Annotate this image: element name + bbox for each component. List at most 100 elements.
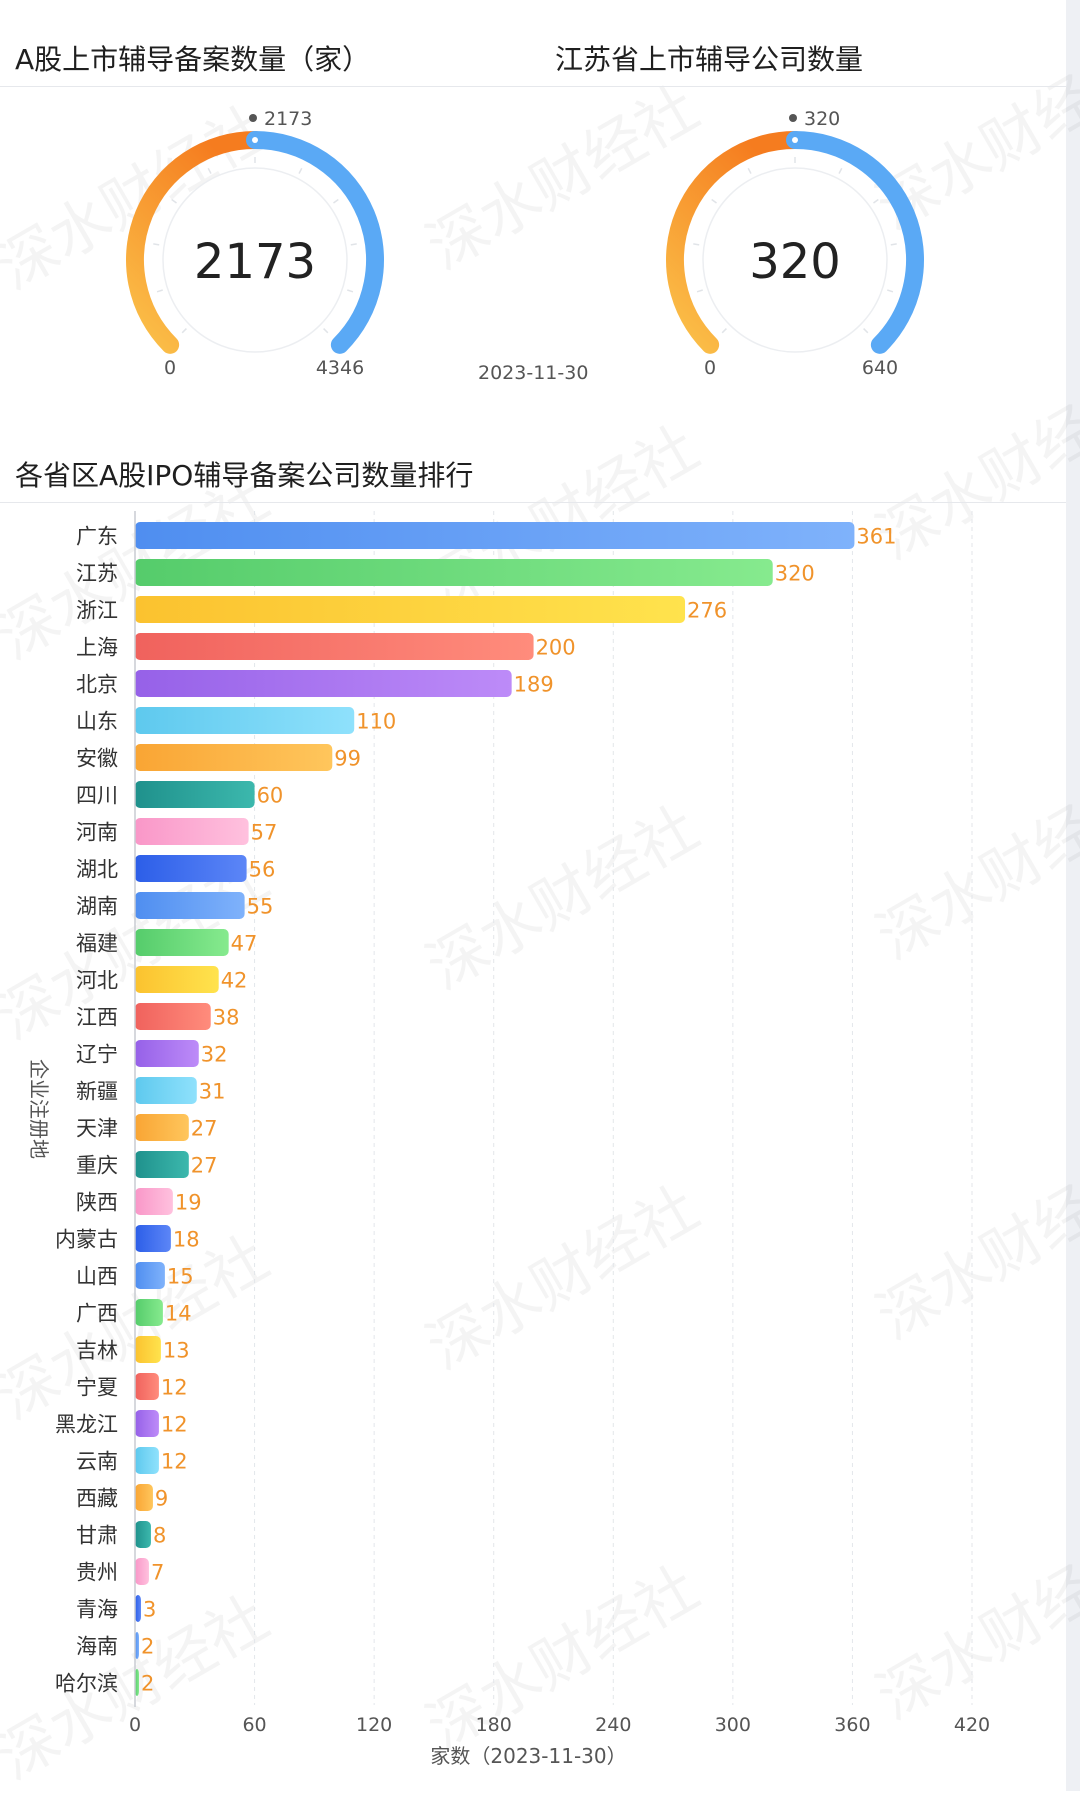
- x-tick-label: 240: [595, 1714, 631, 1736]
- gauge-min-label: 0: [164, 357, 176, 379]
- value-label: 32: [201, 1043, 228, 1067]
- value-label: 38: [213, 1006, 240, 1030]
- gauge-tick: [153, 243, 160, 246]
- gauge-progress-arc: [126, 131, 264, 354]
- value-label: 15: [167, 1265, 194, 1289]
- grid-lines: [254, 511, 973, 1705]
- gauge-2-title: 江苏省上市辅导公司数量: [555, 43, 864, 76]
- bar: [135, 707, 355, 734]
- x-tick-label: 360: [834, 1714, 870, 1736]
- gauge-tick: [890, 243, 897, 246]
- bar: [135, 1077, 197, 1104]
- category-label: 福建: [76, 932, 118, 956]
- gauge-legend-value: 2173: [264, 108, 312, 130]
- value-label: 12: [161, 1413, 188, 1437]
- gauge-remaining-arc: [786, 131, 924, 354]
- category-label: 河南: [76, 821, 118, 845]
- gauges: 2173 2173 0 4346 320 320 0 640: [126, 108, 924, 379]
- category-label: 上海: [76, 636, 118, 660]
- category-label: 内蒙古: [55, 1228, 118, 1252]
- category-label: 广西: [76, 1302, 118, 1326]
- category-label: 吉林: [76, 1339, 118, 1363]
- bar: [135, 744, 333, 771]
- value-label: 12: [161, 1376, 188, 1400]
- gauge-tick: [298, 167, 303, 174]
- bar: [135, 1003, 211, 1030]
- category-label: 贵州: [76, 1561, 118, 1585]
- value-label: 55: [247, 895, 274, 919]
- category-label: 河北: [76, 969, 118, 993]
- gauge-tick: [747, 167, 752, 174]
- bar: [135, 1114, 189, 1141]
- bar: [135, 892, 245, 919]
- x-tick-labels: 0 60 120 180 240 300 360 420: [129, 1714, 990, 1736]
- category-label: 广东: [76, 525, 118, 549]
- gauge-legend-value: 320: [804, 108, 840, 130]
- gauge-center-value: 320: [749, 234, 841, 290]
- x-tick-label: 180: [476, 1714, 512, 1736]
- bar: [135, 559, 773, 586]
- bar: [135, 1040, 199, 1067]
- gauge-tick: [873, 198, 879, 204]
- gauge-tick: [711, 198, 717, 204]
- value-label: 2: [141, 1672, 154, 1696]
- category-label: 陕西: [76, 1191, 118, 1215]
- gauge-legend-dot: [789, 114, 797, 122]
- ranking-title: 各省区A股IPO辅导备案公司数量排行: [15, 459, 474, 492]
- category-label: 江苏: [76, 562, 118, 586]
- bar: [135, 596, 686, 623]
- category-label: 湖北: [76, 858, 118, 882]
- gauge-jiangsu: 320 320 0 640: [666, 108, 924, 379]
- value-label: 42: [221, 969, 248, 993]
- category-label: 新疆: [76, 1080, 118, 1104]
- bar: [135, 1336, 161, 1363]
- value-label: 56: [249, 858, 276, 882]
- gauge-1-title: A股上市辅导备案数量（家）: [15, 43, 371, 76]
- bar: [135, 929, 229, 956]
- bar: [135, 1521, 151, 1548]
- bar: [135, 670, 512, 697]
- scrollbar[interactable]: [1066, 0, 1080, 1791]
- value-label: 276: [687, 599, 727, 623]
- gauge-remaining-arc: [246, 131, 384, 354]
- category-label: 江西: [76, 1006, 118, 1030]
- category-label: 北京: [76, 673, 118, 697]
- gauge-date: 2023-11-30: [478, 362, 589, 384]
- bar: [135, 1595, 141, 1622]
- gauge-center-value: 2173: [194, 234, 316, 290]
- value-label: 18: [173, 1228, 200, 1252]
- category-label: 甘肃: [76, 1524, 118, 1548]
- gauge-tick: [838, 167, 843, 174]
- bar: [135, 1558, 149, 1585]
- category-label: 宁夏: [76, 1376, 118, 1400]
- gauge-tick: [181, 328, 187, 334]
- x-tick-label: 120: [356, 1714, 392, 1736]
- ranking-bar-chart: 广东江苏浙江上海北京山东安徽四川河南湖北湖南福建河北江西辽宁新疆天津重庆陕西内蒙…: [27, 511, 990, 1768]
- value-label: 31: [199, 1080, 226, 1104]
- category-label: 四川: [76, 784, 118, 808]
- value-label: 2: [141, 1635, 154, 1659]
- category-label: 天津: [76, 1117, 118, 1141]
- value-label: 189: [514, 673, 554, 697]
- category-label: 山西: [76, 1265, 118, 1289]
- bar: [135, 522, 855, 549]
- bar: [135, 966, 219, 993]
- gauge-tick: [156, 289, 163, 293]
- category-label: 哈尔滨: [55, 1672, 118, 1696]
- x-tick-label: 0: [129, 1714, 141, 1736]
- category-label: 西藏: [76, 1487, 118, 1511]
- value-label: 47: [231, 932, 258, 956]
- value-label: 27: [191, 1154, 218, 1178]
- bar: [135, 1632, 139, 1659]
- gauge-tick: [887, 289, 894, 293]
- gauge-national: 2173 2173 0 4346: [126, 108, 384, 379]
- category-label: 青海: [76, 1598, 118, 1622]
- value-label: 320: [775, 562, 815, 586]
- value-label: 361: [856, 525, 896, 549]
- separator: [0, 502, 1066, 503]
- value-label: 27: [191, 1117, 218, 1141]
- bar: [135, 1262, 165, 1289]
- gauge-tick: [696, 289, 703, 293]
- value-label: 110: [356, 710, 396, 734]
- value-label: 13: [163, 1339, 190, 1363]
